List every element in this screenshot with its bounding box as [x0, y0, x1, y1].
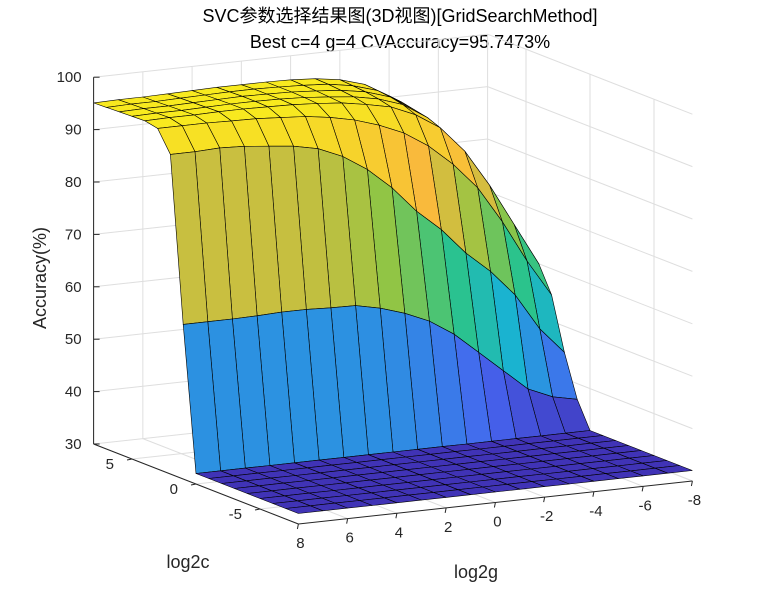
g-tick-label: -4 — [589, 503, 602, 520]
chart-title: SVC参数选择结果图(3D视图)[GridSearchMethod] — [202, 6, 597, 26]
g-tick-label: 6 — [345, 530, 353, 547]
z-axis-label: Accuracy(%) — [30, 227, 50, 329]
z-tick-label: 40 — [65, 384, 82, 401]
c-tick-mark — [190, 483, 197, 486]
g-tick-mark — [444, 507, 447, 513]
g-tick-label: 8 — [296, 535, 304, 552]
g-tick-mark — [395, 513, 398, 519]
x-axis-label: log2c — [166, 552, 209, 572]
surface-patch-c-8-g7 — [285, 505, 324, 514]
g-tick-label: -2 — [540, 508, 553, 525]
z-tick-label: 60 — [65, 279, 82, 296]
chart-subtitle: Best c=4 g=4 CVAccuracy=95.7473% — [250, 32, 550, 52]
g-tick-label: 4 — [395, 524, 403, 541]
g-tick-mark — [641, 486, 644, 492]
g-tick-mark — [543, 497, 546, 503]
z-tick-label: 70 — [65, 226, 82, 243]
z-tick-label: 80 — [65, 174, 82, 191]
z-tick-label: 50 — [65, 331, 82, 348]
surface-plot — [93, 78, 693, 514]
g-tick-label: -8 — [688, 492, 701, 509]
g-tick-mark — [346, 518, 349, 524]
c-tick-label: -5 — [229, 506, 242, 523]
g-tick-mark — [296, 523, 299, 530]
g-axis-line — [298, 480, 693, 525]
c-tick-label: 5 — [106, 456, 114, 473]
z-tick-label: 30 — [65, 436, 82, 453]
g-tick-mark — [592, 491, 595, 497]
z-tick-label: 100 — [57, 69, 82, 86]
g-tick-label: 2 — [444, 519, 452, 536]
c-tick-label: 0 — [170, 481, 178, 498]
g-tick-mark — [493, 502, 496, 508]
z-tick-label: 90 — [65, 122, 82, 139]
g-tick-label: -6 — [638, 497, 651, 514]
y-axis-label: log2g — [454, 562, 498, 582]
c-tick-mark — [126, 458, 133, 461]
g-tick-label: 0 — [493, 514, 501, 531]
c-tick-mark — [254, 508, 261, 511]
g-tick-mark — [690, 480, 693, 487]
